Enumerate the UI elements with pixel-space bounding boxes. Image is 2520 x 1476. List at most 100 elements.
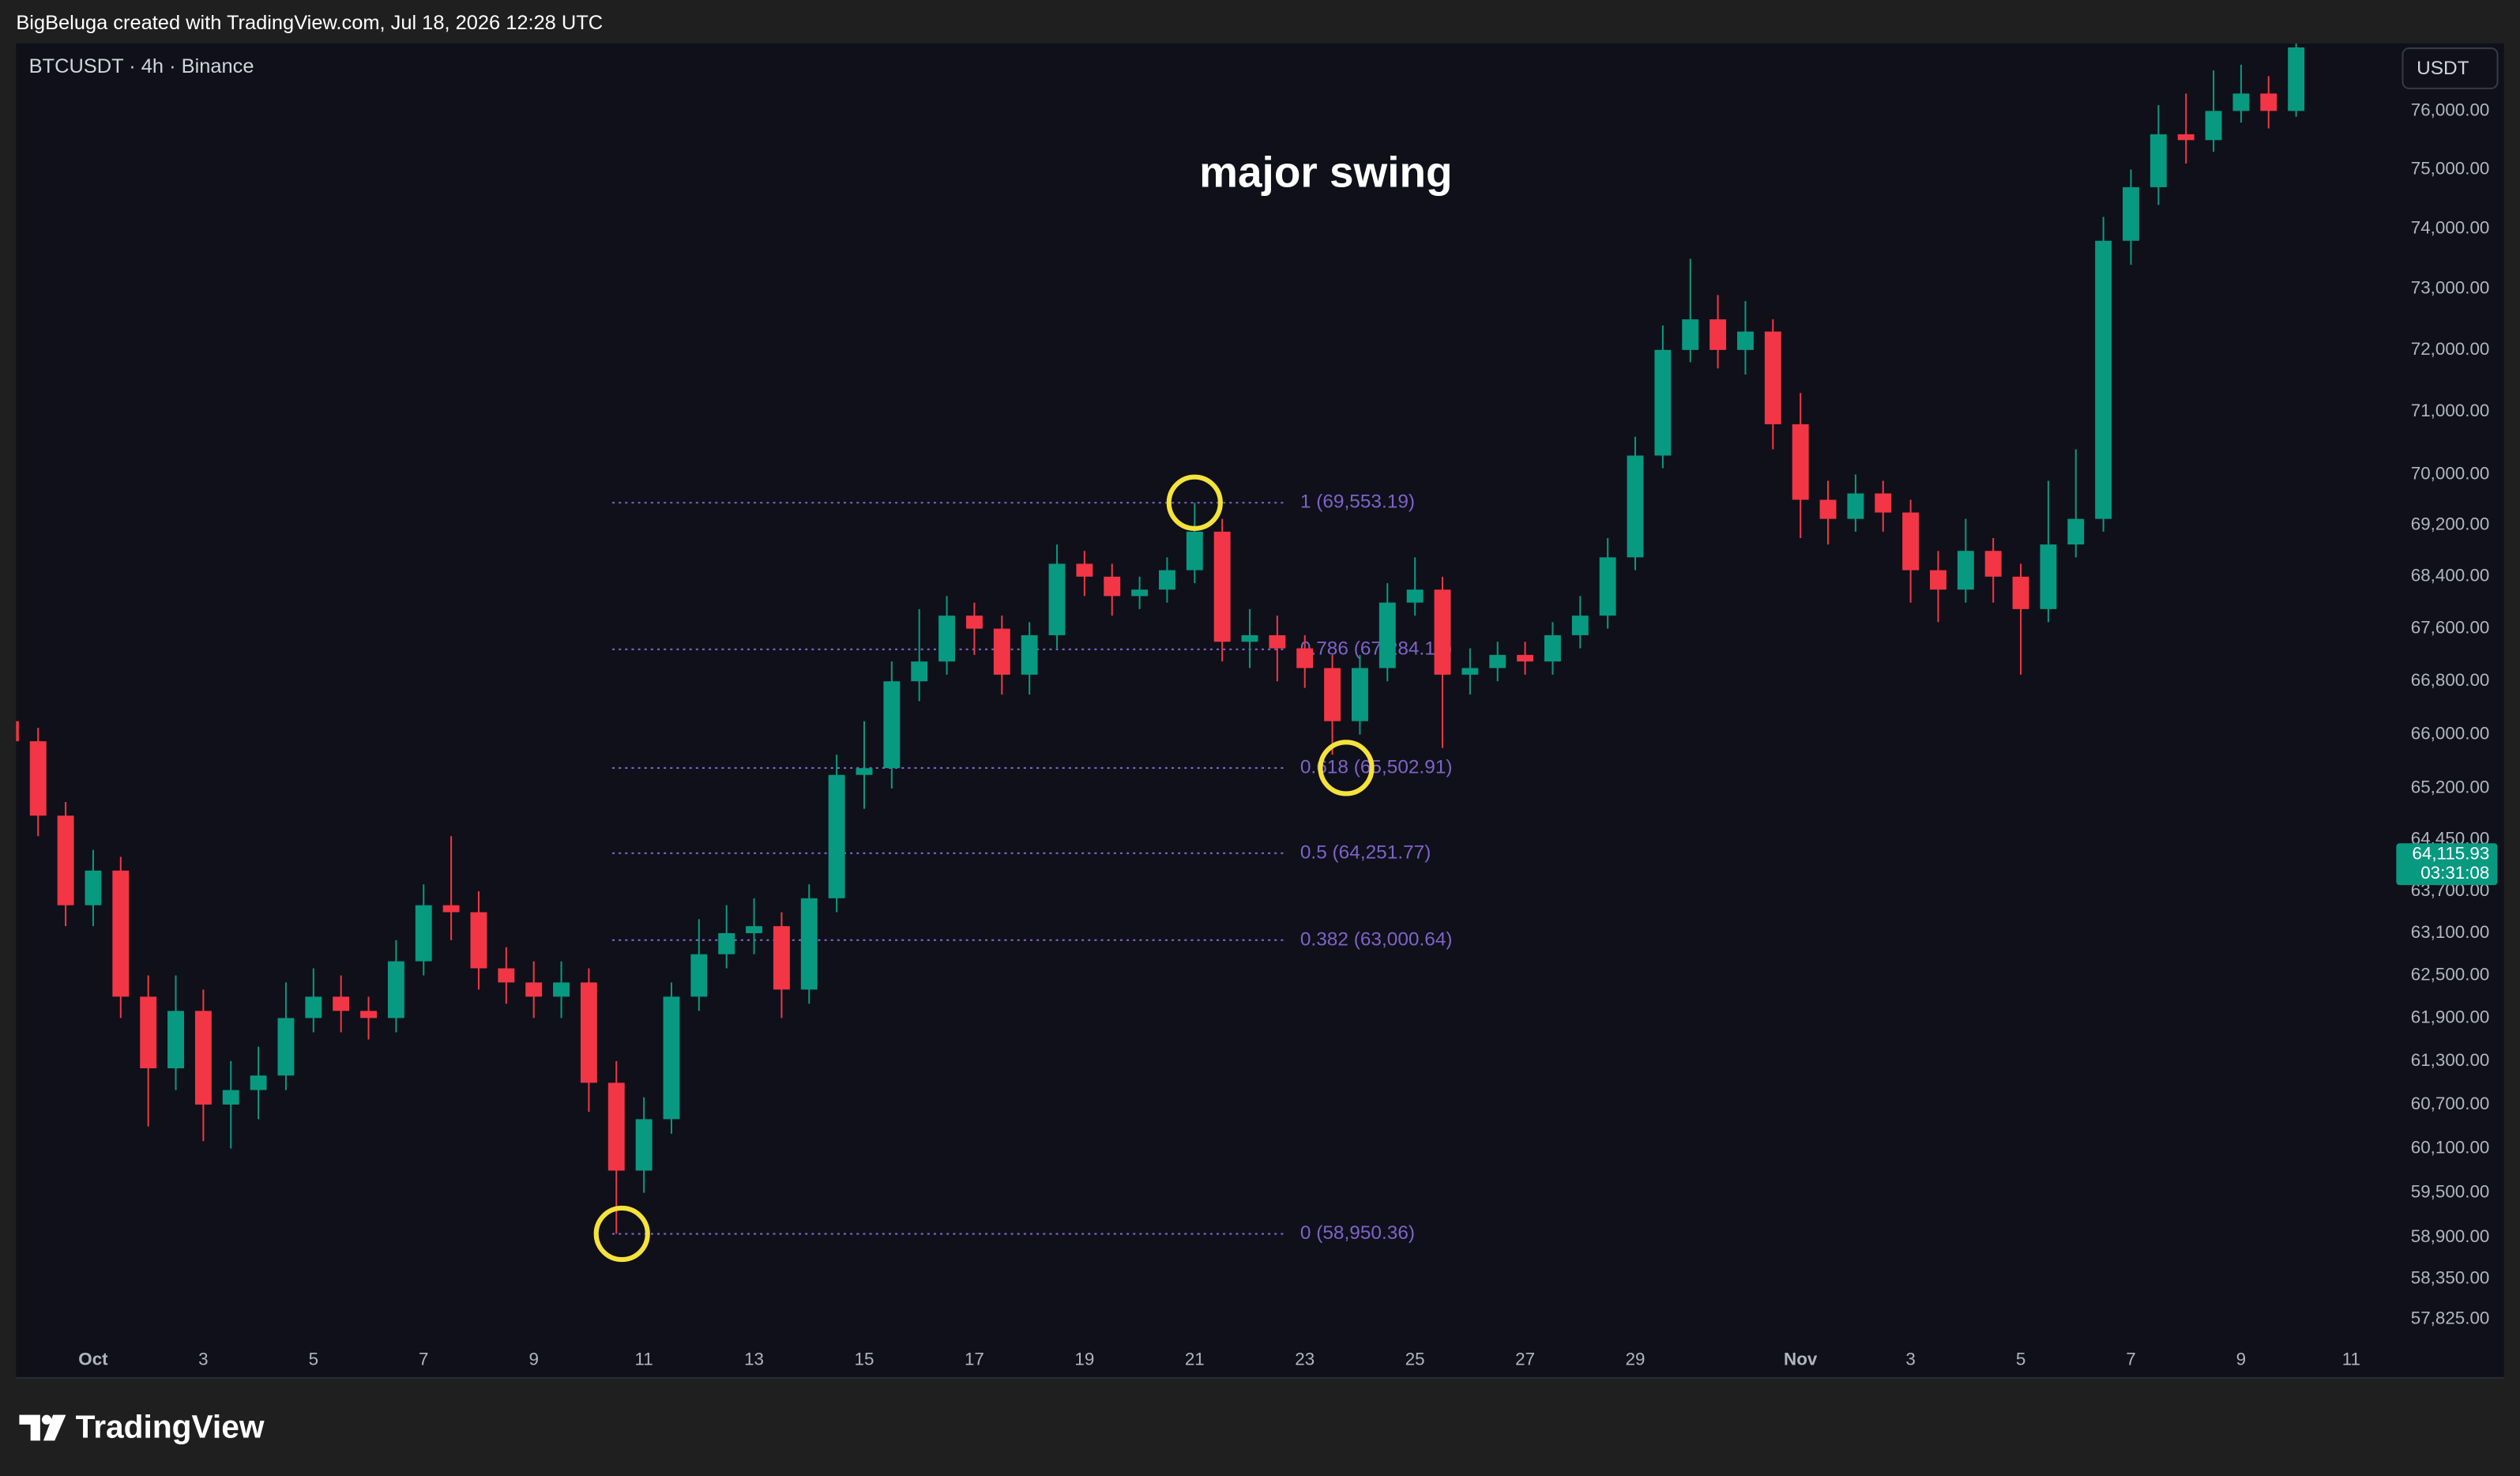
- y-tick-label: 70,000.00: [2411, 463, 2490, 483]
- x-tick-label: 9: [528, 1349, 538, 1369]
- attribution: BigBeluga created with TradingView.com, …: [16, 12, 603, 34]
- candle-body: [1819, 499, 1837, 519]
- candle-body: [525, 982, 543, 997]
- candle-body: [470, 912, 487, 969]
- y-tick-label: 75,000.00: [2411, 158, 2490, 178]
- candle-body: [663, 996, 680, 1120]
- candle-body: [718, 932, 735, 955]
- y-tick-label: 58,350.00: [2411, 1268, 2490, 1288]
- x-tick-label: 13: [744, 1349, 764, 1369]
- countdown: 03:31:08: [2420, 863, 2489, 883]
- x-tick-label: 27: [1515, 1349, 1535, 1369]
- candle-body: [2095, 240, 2112, 519]
- candle-body: [1682, 319, 1699, 350]
- candle-body: [635, 1119, 653, 1171]
- y-tick-label: 61,900.00: [2411, 1007, 2490, 1026]
- x-tick-label: 17: [965, 1349, 984, 1369]
- candle-body: [1544, 634, 1561, 662]
- candle-body: [1378, 602, 1396, 668]
- candle-body: [1158, 570, 1175, 590]
- y-tick-label: 62,500.00: [2411, 964, 2490, 984]
- candle-body: [1984, 551, 2002, 577]
- x-tick-label: 5: [2016, 1349, 2025, 1369]
- x-tick-label: 5: [309, 1349, 318, 1369]
- y-tick-label: 66,800.00: [2411, 670, 2490, 690]
- candle-body: [222, 1090, 239, 1105]
- candle-body: [1847, 493, 1864, 519]
- candle-body: [1021, 634, 1038, 675]
- candle-body: [746, 926, 763, 933]
- x-tick-label: 29: [1626, 1349, 1646, 1369]
- candle-body: [1489, 654, 1506, 668]
- x-tick-label: Oct: [78, 1349, 108, 1369]
- y-tick-label: 67,600.00: [2411, 618, 2490, 638]
- y-tick-label: 63,100.00: [2411, 922, 2490, 942]
- candle-body: [1131, 589, 1149, 597]
- candle-body: [1902, 512, 1920, 570]
- candle-body: [2288, 47, 2305, 111]
- y-tick-label: 58,900.00: [2411, 1226, 2490, 1246]
- x-tick-label: Nov: [1784, 1349, 1818, 1369]
- fib-label: 0 (58,950.36): [1300, 1222, 1415, 1244]
- candle-body: [57, 815, 74, 906]
- candle-body: [1737, 331, 1754, 350]
- y-tick-label: 76,000.00: [2411, 100, 2490, 119]
- price-tag: [2396, 843, 2498, 886]
- candle-body: [1048, 563, 1066, 635]
- candle-body: [1186, 531, 1203, 570]
- candle-body: [993, 628, 1010, 675]
- candle-body: [1296, 648, 1314, 668]
- candle-body: [194, 1011, 212, 1105]
- x-tick-label: 21: [1185, 1349, 1205, 1369]
- candle-body: [140, 996, 157, 1069]
- candle-body: [2012, 576, 2029, 609]
- candle-body: [1269, 634, 1286, 649]
- candle-body: [85, 870, 102, 906]
- candle-body: [2177, 134, 2195, 141]
- candle-body: [1517, 654, 1534, 662]
- y-tick-label: 73,000.00: [2411, 278, 2490, 298]
- candle-body: [1104, 576, 1121, 597]
- candle-body: [112, 870, 130, 997]
- candle-body: [1571, 616, 1589, 635]
- candle-body: [1351, 668, 1368, 721]
- candle-body: [607, 1083, 625, 1171]
- y-tick-label: 71,000.00: [2411, 401, 2490, 420]
- x-tick-label: 23: [1295, 1349, 1315, 1369]
- candle-body: [1709, 319, 1727, 350]
- candle-body: [29, 741, 47, 816]
- candle-body: [856, 768, 873, 775]
- candle-body: [1599, 557, 1616, 616]
- fib-label: 1 (69,553.19): [1300, 491, 1415, 513]
- candle-body: [442, 905, 460, 913]
- currency-box[interactable]: [2402, 47, 2499, 89]
- y-tick-label: 74,000.00: [2411, 217, 2490, 237]
- y-tick-label: 60,100.00: [2411, 1137, 2490, 1157]
- candle-body: [360, 1011, 377, 1019]
- candle-body: [1957, 551, 1974, 590]
- y-tick-label: 65,200.00: [2411, 778, 2490, 797]
- x-tick-label: 9: [2236, 1349, 2246, 1369]
- x-tick-label: 25: [1405, 1349, 1425, 1369]
- candle-body: [690, 954, 708, 997]
- currency[interactable]: USDT: [2417, 58, 2469, 79]
- y-tick-label: 66,000.00: [2411, 724, 2490, 744]
- y-tick-label: 57,825.00: [2411, 1308, 2490, 1327]
- candle-body: [1764, 331, 1781, 424]
- y-tick-label: 61,300.00: [2411, 1050, 2490, 1070]
- candle-body: [1213, 531, 1231, 642]
- price-tag-label: 64,115.93: [2412, 843, 2489, 863]
- candle-body: [415, 905, 432, 962]
- candle-body: [1930, 570, 1946, 590]
- y-tick-label: 68,400.00: [2411, 566, 2490, 586]
- y-tick-label: 69,200.00: [2411, 514, 2490, 534]
- candle-body: [277, 1018, 295, 1076]
- y-tick-label: 59,500.00: [2411, 1182, 2490, 1202]
- swing-marker: [1318, 740, 1375, 796]
- candle-body: [1627, 455, 1644, 558]
- candle-body: [498, 968, 515, 983]
- candle-body: [1792, 424, 1809, 500]
- candle-body: [2150, 134, 2167, 187]
- candle-body: [938, 616, 956, 662]
